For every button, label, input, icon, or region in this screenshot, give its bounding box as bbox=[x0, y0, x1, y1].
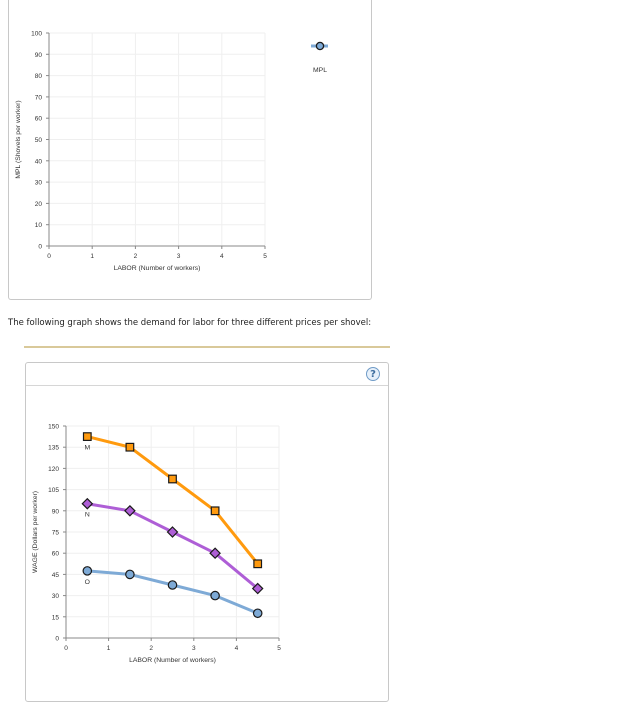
square-marker-point[interactable] bbox=[168, 474, 177, 484]
diamond-marker-point[interactable] bbox=[209, 547, 221, 560]
curve-line bbox=[87, 569, 259, 615]
x-tick-label: 3 bbox=[177, 253, 181, 260]
y-tick-label: 80 bbox=[35, 73, 43, 80]
x-tick-label: 3 bbox=[192, 645, 196, 652]
x-tick-label: 5 bbox=[277, 645, 281, 652]
diamond-marker-point[interactable] bbox=[124, 504, 136, 517]
y-tick-label: 90 bbox=[35, 52, 43, 59]
demand-curve-m: M bbox=[82, 432, 263, 569]
y-tick-label: 0 bbox=[55, 636, 59, 643]
point-label: N bbox=[85, 512, 90, 519]
square-marker-point[interactable] bbox=[210, 506, 220, 516]
mpl-graph-panel bbox=[8, 0, 372, 300]
x-tick-label: 4 bbox=[235, 645, 239, 652]
graph-panel-header: ? bbox=[26, 363, 388, 386]
square-marker-point[interactable] bbox=[82, 432, 92, 441]
x-tick-label: 2 bbox=[149, 645, 153, 652]
y-tick-label: 70 bbox=[35, 94, 43, 101]
diamond-marker-point[interactable] bbox=[166, 526, 179, 538]
x-axis-title: LABOR (Number of workers) bbox=[114, 265, 201, 272]
x-tick-label: 0 bbox=[64, 645, 68, 652]
point-label: O bbox=[85, 579, 90, 586]
curve-line bbox=[86, 435, 259, 565]
y-tick-label: 0 bbox=[38, 244, 42, 251]
x-tick-label: 4 bbox=[220, 253, 224, 260]
x-tick-label: 1 bbox=[107, 645, 111, 652]
mpl-chart: 0 10 20 30 40 50 60 70 80 90 100 0 1 2 3 4 5 LABOR (Numbe… bbox=[15, 31, 267, 273]
circle-marker-point[interactable] bbox=[125, 569, 135, 580]
y-tick-label: 60 bbox=[35, 116, 43, 123]
y-tick-label: 10 bbox=[35, 222, 43, 229]
y-tick-label: 120 bbox=[48, 466, 59, 473]
y-tick-label: 45 bbox=[52, 572, 60, 579]
x-tick-label: 1 bbox=[90, 253, 94, 260]
y-tick-label: 30 bbox=[52, 593, 60, 600]
demand-curve-o: O bbox=[82, 566, 263, 619]
square-marker-point[interactable] bbox=[253, 559, 263, 569]
x-axis-title: LABOR (Number of workers) bbox=[129, 657, 216, 664]
y-tick-label: 100 bbox=[31, 31, 42, 38]
diamond-marker-point[interactable] bbox=[81, 497, 94, 510]
circle-marker-point[interactable] bbox=[82, 566, 93, 576]
point-label: M bbox=[84, 445, 90, 452]
circle-marker-point[interactable] bbox=[252, 608, 263, 619]
graph-description-text: The following graph shows the demand for… bbox=[8, 318, 372, 328]
y-tick-label: 60 bbox=[52, 551, 60, 558]
question-mark-icon: ? bbox=[370, 369, 376, 380]
x-tick-label: 2 bbox=[134, 253, 138, 260]
y-tick-label: 90 bbox=[52, 508, 60, 515]
legend-label: MPL bbox=[313, 67, 327, 74]
circle-marker-point[interactable] bbox=[167, 580, 178, 590]
y-tick-label: 40 bbox=[35, 158, 43, 165]
mpl-legend[interactable]: MPL bbox=[311, 41, 328, 74]
x-tick-label: 0 bbox=[47, 253, 51, 260]
demand-curve-n: N bbox=[81, 497, 264, 595]
y-tick-label: 15 bbox=[52, 614, 60, 621]
legend-circle-marker-icon[interactable] bbox=[315, 41, 325, 51]
circle-marker-point[interactable] bbox=[210, 590, 220, 601]
y-tick-label: 105 bbox=[48, 487, 59, 494]
y-tick-label: 30 bbox=[35, 180, 43, 187]
help-button[interactable]: ? bbox=[366, 367, 380, 381]
y-tick-label: 20 bbox=[35, 201, 43, 208]
curve-line bbox=[87, 502, 259, 590]
square-marker-point[interactable] bbox=[125, 442, 135, 452]
y-tick-label: 75 bbox=[52, 530, 60, 537]
section-divider bbox=[24, 346, 390, 348]
y-tick-label: 50 bbox=[35, 137, 43, 144]
y-tick-label: 135 bbox=[48, 445, 59, 452]
diamond-marker-point[interactable] bbox=[251, 582, 264, 595]
y-axis-title: WAGE (Dollars per worker) bbox=[32, 491, 39, 573]
x-tick-label: 5 bbox=[263, 253, 267, 260]
y-tick-label: 150 bbox=[48, 424, 59, 431]
y-axis-title: MPL (Shovels per worker) bbox=[15, 100, 22, 178]
